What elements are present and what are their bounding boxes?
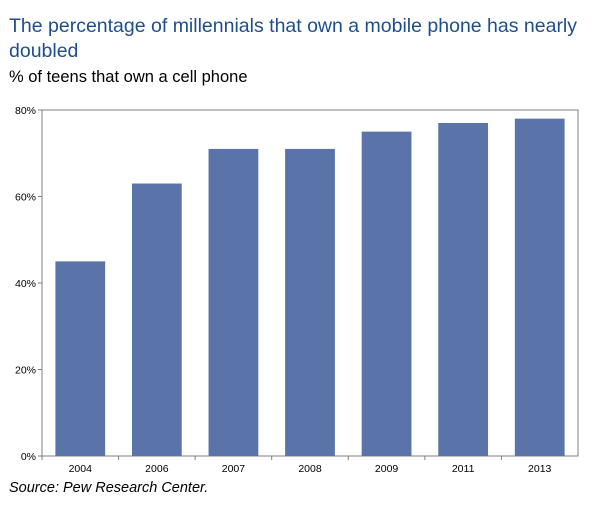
x-tick-label: 2006 <box>145 463 169 475</box>
bar-2004 <box>55 261 106 456</box>
chart-subtitle: % of teens that own a cell phone <box>9 68 248 86</box>
bars <box>55 118 565 457</box>
bar-2008 <box>285 148 335 457</box>
bar-2011 <box>438 122 489 456</box>
x-tick-label: 2008 <box>298 463 322 475</box>
bar-2009 <box>361 131 412 456</box>
x-tick-label: 2004 <box>69 463 93 475</box>
y-tick-label: 80% <box>15 105 36 117</box>
bar-2006 <box>131 183 182 456</box>
x-axis: 2004 2006 2007 2008 2009 2011 2013 <box>41 456 552 475</box>
y-tick-label: 20% <box>15 365 36 377</box>
y-tick-label: 40% <box>15 278 36 290</box>
x-tick-label: 2009 <box>375 463 399 475</box>
y-axis: 0% 20% 40% 60% 80% <box>15 105 42 463</box>
x-tick-label: 2007 <box>222 463 246 475</box>
source-note: Source: Pew Research Center. <box>9 480 209 496</box>
x-tick-label: 2013 <box>528 463 552 475</box>
bar-2007 <box>208 148 259 457</box>
y-tick-label: 60% <box>15 192 36 204</box>
x-tick-label: 2011 <box>452 463 475 475</box>
y-tick-label: 0% <box>21 451 36 463</box>
bar-2013 <box>514 118 565 457</box>
chart-title: The percentage of millennials that own a… <box>9 15 578 62</box>
